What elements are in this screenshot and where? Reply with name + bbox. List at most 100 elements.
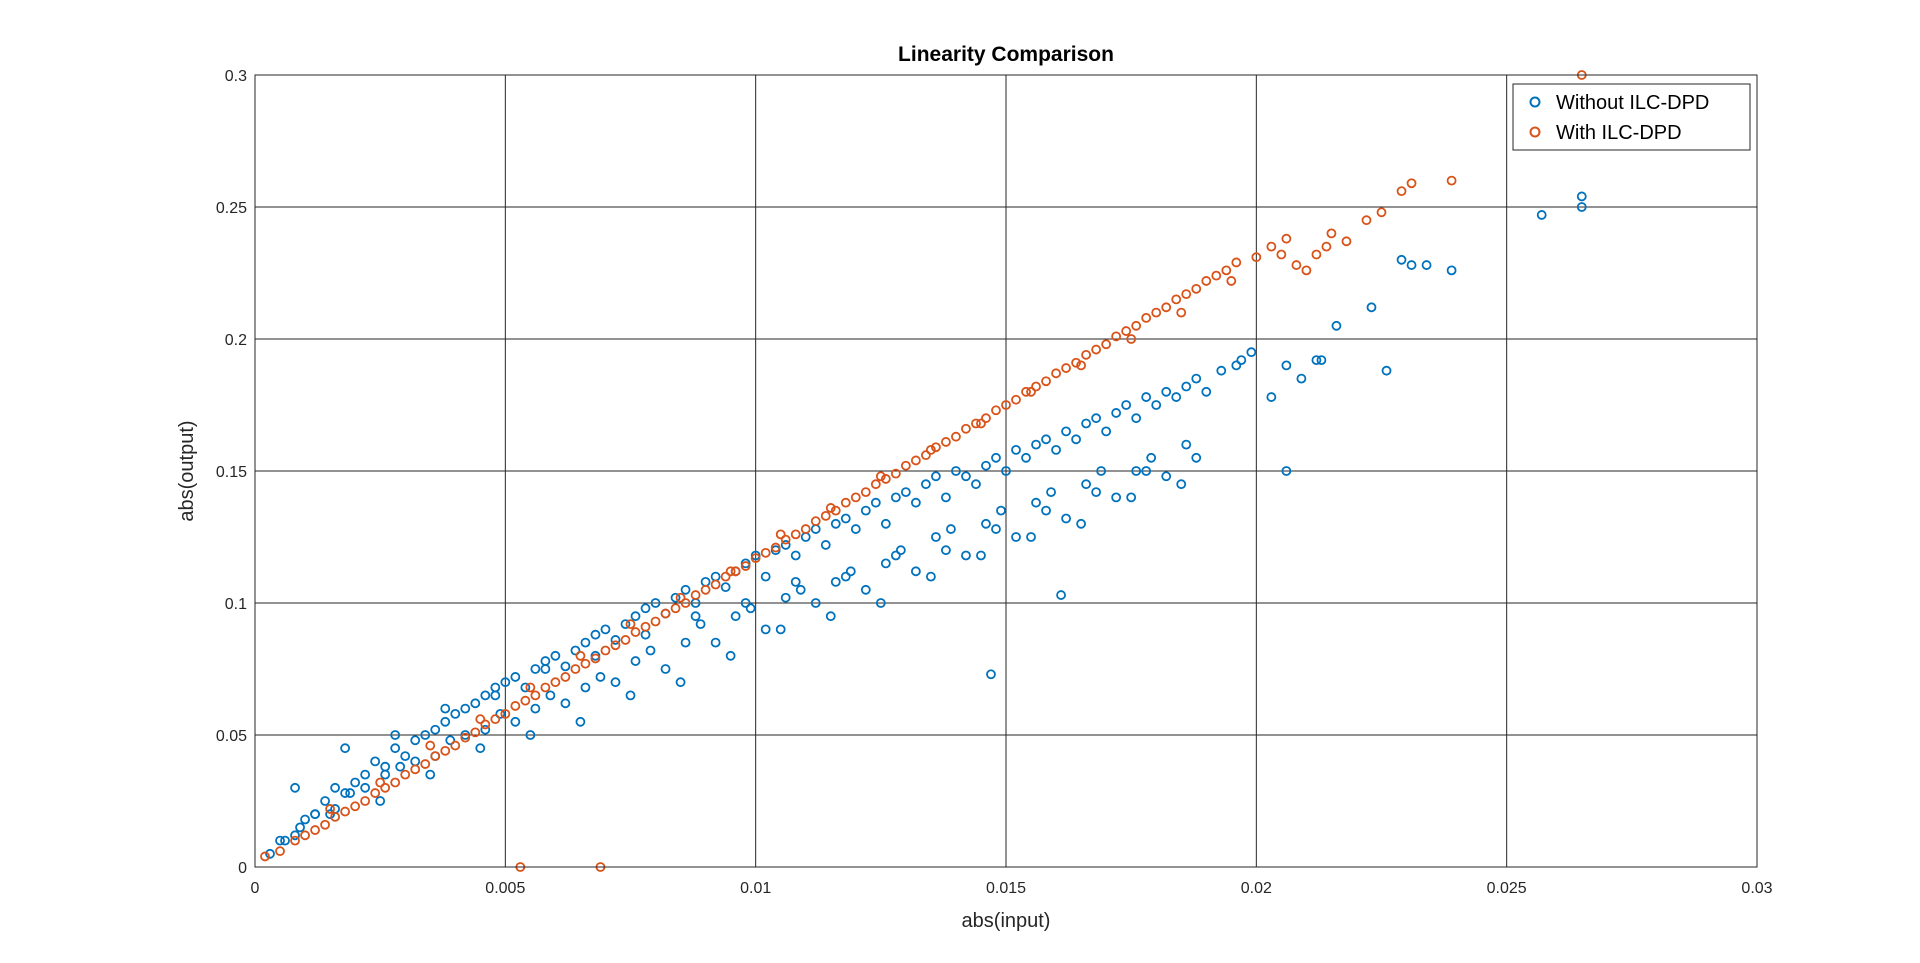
data-point [991,524,1001,534]
data-point [1081,418,1092,429]
data-point [1046,487,1056,498]
data-point [1161,471,1172,482]
data-point [825,611,836,622]
data-point [265,848,275,859]
data-point [1131,413,1142,424]
y-axis-ticks: 0 0.05 0.1 0.15 0.2 0.25 0.3 [216,68,247,877]
data-point [850,524,861,534]
data-point [1311,355,1322,366]
data-point [1026,386,1036,397]
data-point [1076,518,1086,529]
data-point [860,505,871,516]
data-point [340,788,351,798]
data-point [1146,452,1157,463]
data-point [680,637,691,648]
data-point [820,510,831,521]
data-point [710,579,721,590]
data-point [850,492,861,503]
data-point [825,503,836,513]
data-point [1576,191,1587,202]
data-point [1311,249,1322,260]
data-point [290,830,300,841]
data-point [1316,355,1327,366]
data-point [460,732,471,743]
data-point [430,751,441,762]
data-point [500,677,511,688]
data-point [1211,270,1222,281]
x-tick-label: 0.005 [485,880,525,897]
data-point [1291,260,1302,270]
data-point [380,769,391,780]
y-tick-label: 0 [238,860,247,877]
data-point [820,540,831,550]
data-point [926,444,936,455]
data-point [580,682,591,693]
data-point [1446,265,1457,276]
data-point [520,682,531,693]
data-point [961,550,971,561]
data-point [1091,413,1102,424]
data-point [931,442,941,453]
data-point [775,624,786,635]
data-point [1001,466,1011,476]
x-axis-label: abs(input) [962,910,1051,932]
data-point [660,608,671,619]
data-point [900,460,911,471]
data-point [880,474,891,484]
data-point [625,690,636,701]
data-point [845,566,856,577]
data-point [300,830,310,841]
data-point [490,714,501,725]
data-point [1041,376,1051,387]
data-point [725,650,736,661]
data-point [1081,349,1092,360]
data-point [640,621,651,632]
data-point [1226,276,1237,286]
data-point [900,487,911,498]
data-point [340,743,351,754]
legend-entry-without-ilc-dpd: Without ILC-DPD [1529,92,1709,114]
data-point [530,690,541,701]
data-point [1321,241,1332,252]
data-point [1396,186,1407,197]
data-point [920,450,931,461]
data-point [920,479,931,490]
data-point [650,598,661,608]
data-point [810,598,821,608]
data-point [760,571,771,582]
data-point [550,677,561,688]
data-point [810,516,821,527]
data-point [1366,302,1377,313]
data-point [745,603,756,614]
data-point [610,635,621,645]
data-point [971,479,981,490]
data-point [560,698,571,709]
data-point [1096,466,1107,476]
data-point [1231,257,1242,268]
x-tick-label: 0.02 [1241,880,1272,897]
data-point [895,545,906,556]
data-point [1121,400,1132,410]
data-point [310,809,320,820]
data-point [570,664,581,674]
data-point [390,777,401,788]
data-point [1181,381,1192,392]
data-point [340,806,351,817]
data-point [480,690,491,701]
data-point [981,413,991,424]
data-point [1051,444,1061,455]
data-point [345,788,356,798]
data-point [510,672,521,682]
y-axis-label: abs(output) [176,420,198,521]
data-point [890,468,901,479]
data-point [400,751,411,762]
data-point [595,672,606,682]
data-point [830,505,841,516]
data-point [710,637,721,648]
data-point [425,740,436,751]
data-point [1236,355,1247,366]
data-point [1266,241,1277,252]
data-point [400,769,411,780]
data-point [1216,365,1227,376]
data-point [770,542,781,553]
